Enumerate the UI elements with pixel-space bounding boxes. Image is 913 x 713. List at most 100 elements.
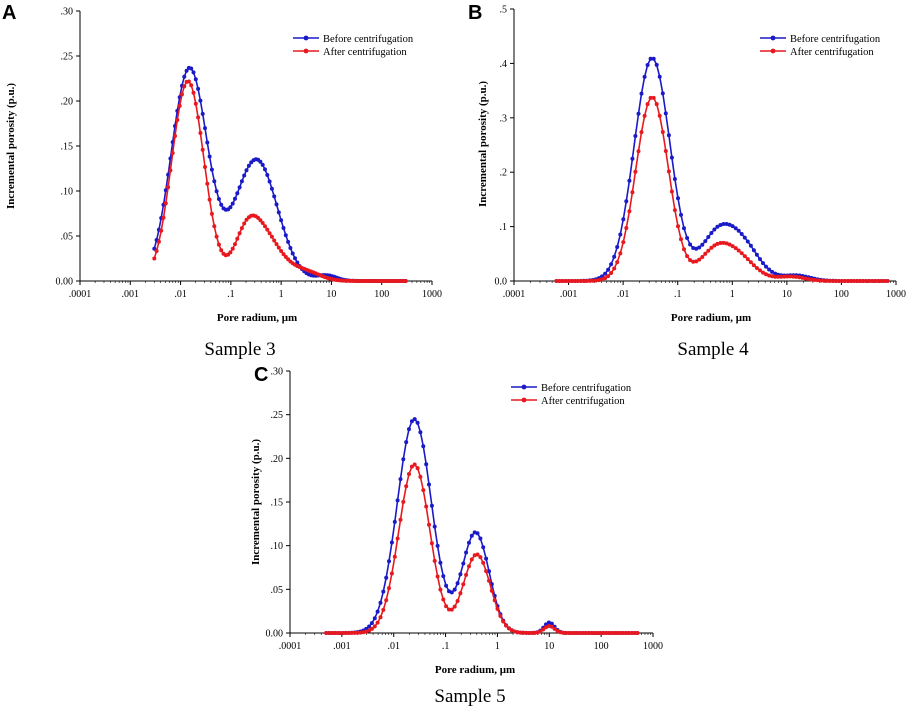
data-point-after: [870, 279, 875, 283]
y-tick-label: .30: [271, 367, 284, 378]
data-point-after: [196, 115, 201, 120]
data-point-before: [745, 239, 750, 244]
data-point-before: [669, 155, 674, 160]
x-axis-title: Pore radium, μm: [217, 312, 297, 324]
data-point-after: [538, 629, 543, 634]
data-point-after: [660, 130, 665, 134]
data-point-after: [242, 221, 247, 226]
data-point-after: [703, 251, 708, 256]
data-point-after: [412, 462, 417, 467]
data-point-after: [355, 630, 360, 635]
data-point-before: [193, 77, 198, 82]
legend-marker-after: [303, 48, 309, 54]
data-point-after: [404, 484, 409, 489]
data-point-after: [230, 246, 235, 251]
data-point-after: [615, 631, 620, 635]
y-tick-label: .10: [271, 541, 284, 552]
data-point-after: [672, 208, 677, 213]
data-point-before: [189, 66, 194, 71]
data-point-before: [736, 228, 741, 233]
data-point-before: [685, 236, 690, 240]
y-tick-label: .5: [500, 5, 508, 16]
data-point-after: [557, 279, 562, 283]
x-tick-label: 1: [279, 289, 284, 300]
data-point-after: [182, 84, 187, 89]
data-point-before: [703, 239, 708, 244]
data-point-before: [733, 226, 738, 231]
data-point-before: [712, 227, 717, 232]
data-point-after: [852, 279, 857, 283]
data-point-after: [175, 118, 180, 122]
data-point-after: [233, 242, 237, 247]
data-point-after: [154, 249, 159, 253]
data-point-after: [590, 278, 595, 283]
panel-a: A Sample 3 Pore radium, μm Incremental p…: [2, 2, 442, 360]
x-tick-label: .01: [387, 641, 400, 652]
data-point-before: [663, 111, 668, 116]
data-point-before: [475, 531, 480, 536]
data-point-before: [196, 86, 201, 91]
data-point-after: [609, 631, 614, 635]
x-tick-label: .0001: [503, 289, 526, 300]
data-point-after: [721, 240, 726, 245]
data-point-after: [733, 246, 738, 251]
data-point-after: [779, 274, 784, 279]
data-point-after: [504, 623, 509, 628]
data-point-after: [767, 273, 772, 278]
sample-caption: Sample 3: [204, 339, 275, 360]
data-point-after: [597, 278, 601, 283]
data-point-after: [639, 130, 644, 135]
data-point-after: [676, 224, 680, 229]
data-point-before: [404, 440, 409, 445]
data-point-after: [764, 272, 768, 277]
legend-marker-before: [770, 35, 776, 41]
data-point-before: [636, 111, 641, 116]
data-point-before: [407, 427, 411, 432]
data-point-after: [606, 274, 611, 279]
data-point-after: [209, 211, 214, 216]
data-point-after: [788, 274, 793, 279]
data-point-after: [855, 279, 860, 283]
data-point-before: [216, 197, 221, 201]
data-point-before: [633, 134, 638, 138]
data-point-after: [332, 631, 337, 635]
data-point-before: [283, 233, 288, 238]
x-tick-label: 10: [782, 289, 792, 300]
data-point-after: [581, 279, 586, 283]
data-point-after: [152, 256, 157, 261]
data-point-after: [836, 279, 841, 283]
data-point-after: [189, 83, 194, 88]
data-point-after: [700, 255, 705, 259]
y-tick-label: 0.00: [266, 629, 284, 640]
data-point-after: [469, 557, 474, 562]
data-point-before: [742, 235, 747, 240]
data-point-before: [651, 56, 656, 61]
data-point-after: [495, 606, 500, 611]
data-point-before: [269, 186, 274, 191]
y-axis-title: Incremental porosity (p.u.): [5, 83, 17, 209]
data-point-before: [461, 561, 466, 566]
data-point-after: [447, 607, 451, 612]
data-point-before: [761, 261, 765, 266]
data-point-after: [372, 624, 377, 629]
data-point-before: [618, 232, 623, 237]
data-point-after: [697, 257, 702, 262]
data-point-after: [800, 275, 805, 280]
data-point-after: [381, 607, 386, 612]
data-point-after: [438, 587, 443, 592]
data-point-after: [272, 238, 277, 243]
data-point-before: [682, 226, 686, 231]
data-point-after: [441, 597, 446, 602]
data-point-after: [830, 279, 835, 283]
data-point-after: [598, 631, 603, 635]
data-point-before: [624, 199, 629, 204]
data-point-after: [770, 274, 775, 279]
series-line-before: [556, 57, 888, 282]
data-point-before: [389, 540, 394, 545]
data-point-before: [392, 519, 397, 524]
data-point-after: [654, 102, 659, 107]
data-point-before: [203, 126, 207, 131]
data-point-after: [648, 95, 653, 100]
data-point-before: [627, 178, 632, 183]
data-point-after: [455, 599, 460, 603]
